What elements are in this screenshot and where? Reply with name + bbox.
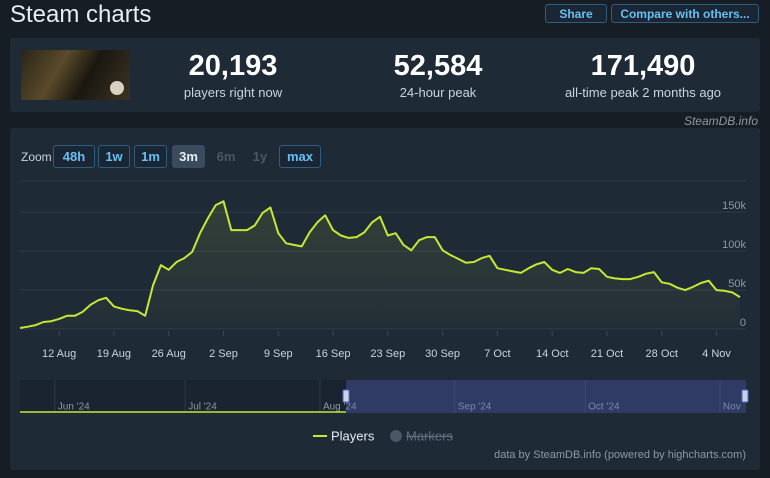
share-button[interactable]: Share: [545, 4, 607, 23]
stat-label: players right now: [183, 85, 283, 100]
stat-value: 52,584: [393, 50, 483, 82]
zoom-button[interactable]: 1m: [134, 145, 167, 168]
stat: 171,490 all-time peak 2 months ago: [543, 50, 743, 100]
zoom-button[interactable]: 48h: [53, 145, 95, 168]
stats-panel: [10, 38, 760, 112]
stat-value: 20,193: [188, 50, 278, 82]
zoom-label: Zoom: [21, 150, 52, 164]
zoom-button: 6m: [216, 149, 236, 164]
chart-panel: [10, 128, 760, 470]
page-title: Steam charts: [10, 1, 152, 28]
zoom-button[interactable]: 3m: [172, 145, 205, 168]
compare-button[interactable]: Compare with others...: [611, 4, 759, 23]
stat: 52,584 24-hour peak: [338, 50, 538, 100]
thumbnail-logo: [110, 81, 124, 95]
stat-label: 24-hour peak: [399, 85, 477, 100]
stat-value: 171,490: [590, 50, 696, 82]
zoom-button[interactable]: 1w: [98, 145, 130, 168]
stat-label: all-time peak 2 months ago: [564, 85, 722, 100]
source-label: SteamDB.info: [683, 114, 758, 128]
zoom-button: 1y: [252, 149, 268, 164]
zoom-button[interactable]: max: [279, 145, 321, 168]
stat: 20,193 players right now: [133, 50, 333, 100]
